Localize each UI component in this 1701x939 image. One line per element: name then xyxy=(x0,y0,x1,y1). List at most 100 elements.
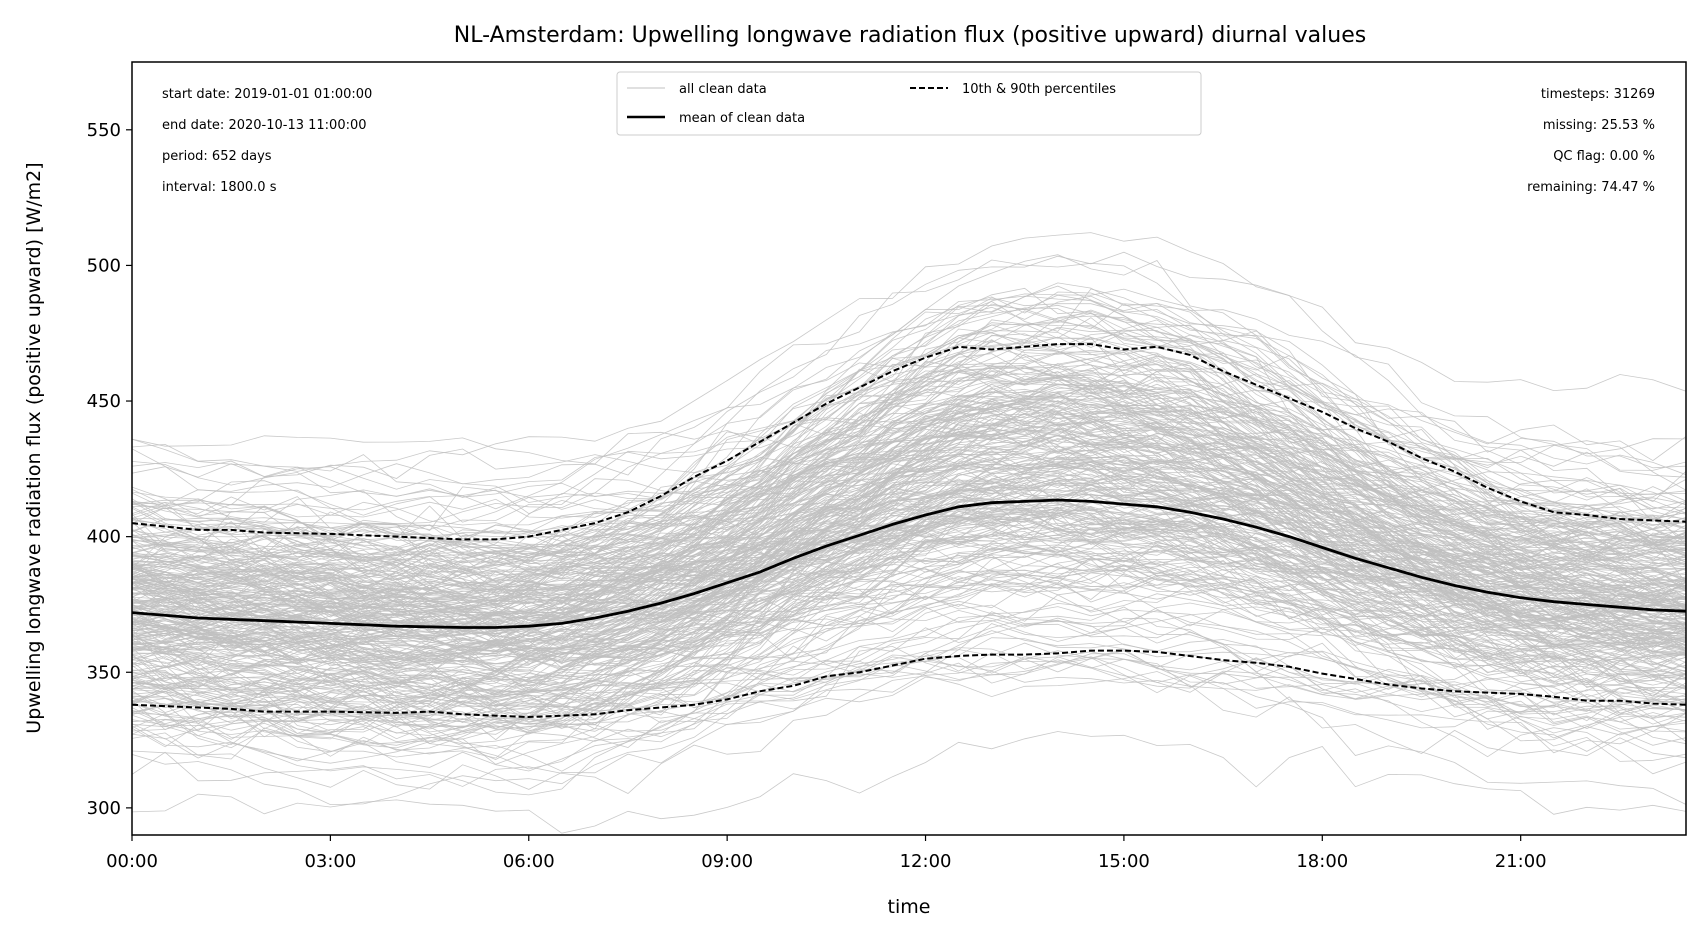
clean-data-line xyxy=(132,397,1686,617)
x-tick-label: 21:00 xyxy=(1495,851,1547,872)
stat-left-line: start date: 2019-01-01 01:00:00 xyxy=(162,87,372,102)
y-tick-label: 400 xyxy=(87,527,121,548)
clean-data-line xyxy=(132,534,1686,654)
stat-left-line: period: 652 days xyxy=(162,149,272,164)
clean-data-line xyxy=(132,540,1686,642)
clean-data-line xyxy=(132,486,1686,796)
stat-right-line: missing: 25.53 % xyxy=(1543,118,1655,133)
clean-data-line xyxy=(132,370,1686,615)
clean-data-line xyxy=(132,463,1686,588)
clean-data-line xyxy=(132,350,1686,625)
clean-data-line xyxy=(132,558,1686,722)
clean-data-line xyxy=(132,623,1686,712)
clean-data-line xyxy=(132,315,1686,580)
clean-data-line xyxy=(132,466,1686,579)
clean-data-line xyxy=(132,417,1686,561)
clean-data-line xyxy=(132,329,1686,566)
clean-data-line xyxy=(132,403,1686,584)
clean-data-line xyxy=(132,613,1686,716)
clean-data-line xyxy=(132,505,1686,605)
percentile-90-line xyxy=(132,343,1686,541)
clean-data-line xyxy=(132,582,1686,744)
clean-data-line xyxy=(132,548,1686,710)
chart-title: NL-Amsterdam: Upwelling longwave radiati… xyxy=(454,23,1366,48)
clean-data-line xyxy=(132,530,1686,679)
clean-data-line xyxy=(132,630,1686,741)
stat-left-line: end date: 2020-10-13 11:00:00 xyxy=(162,118,367,133)
stats-right-block: timesteps: 31269 missing: 25.53 % QC flag:… xyxy=(1527,87,1655,195)
clean-data-line xyxy=(132,477,1686,551)
x-tick-label: 00:00 xyxy=(106,851,158,872)
clean-data-line xyxy=(132,362,1686,595)
clean-data-line xyxy=(132,498,1686,591)
clean-data-line xyxy=(132,451,1686,669)
clean-data-line xyxy=(132,482,1686,576)
clean-data-line xyxy=(132,377,1686,498)
clean-data-line xyxy=(132,337,1686,598)
clean-data-line xyxy=(132,434,1686,722)
clean-data-line xyxy=(132,499,1686,605)
clean-data-line xyxy=(132,472,1686,720)
clean-data-line xyxy=(132,387,1686,591)
y-tick-label: 500 xyxy=(87,255,121,276)
clean-data-line xyxy=(132,410,1686,636)
summary-lines xyxy=(132,343,1686,719)
plot-frame xyxy=(131,61,1687,836)
clean-data-line xyxy=(132,527,1686,715)
clean-data-line xyxy=(132,517,1686,640)
clean-data-line xyxy=(132,370,1686,577)
clean-data-line xyxy=(132,546,1686,737)
clean-data-line xyxy=(132,480,1686,632)
clean-data-line xyxy=(132,606,1686,806)
x-tick-label: 15:00 xyxy=(1098,851,1150,872)
legend-label-mean: mean of clean data xyxy=(679,111,805,126)
legend: all clean data mean of clean data 10th &… xyxy=(616,71,1202,136)
y-tick-label: 300 xyxy=(87,798,121,819)
y-tick-label: 550 xyxy=(87,120,121,141)
legend-label-clean-data: all clean data xyxy=(679,82,767,97)
clean-data-line xyxy=(132,731,1686,834)
clean-data-line xyxy=(132,522,1686,697)
x-axis: 00:00 03:00 06:00 09:00 12:00 15:00 18:00 21:00 xyxy=(106,835,1547,872)
clean-data-line xyxy=(132,254,1686,533)
stat-left-line: interval: 1800.0 s xyxy=(162,180,277,195)
clean-data-line xyxy=(132,564,1686,667)
clean-data-line xyxy=(132,478,1686,668)
clean-data-line xyxy=(132,493,1686,641)
clean-data-line xyxy=(132,412,1686,667)
clean-data-line xyxy=(132,466,1686,746)
clean-data-line xyxy=(132,367,1686,649)
clean-data-line xyxy=(132,398,1686,558)
x-tick-label: 12:00 xyxy=(900,851,952,872)
clean-data-line xyxy=(132,440,1686,703)
clean-data-line xyxy=(132,388,1686,567)
clean-data-line xyxy=(132,415,1686,678)
clean-data-line xyxy=(132,564,1686,670)
clean-data-line xyxy=(132,319,1686,583)
clean-data-line xyxy=(132,349,1686,567)
stat-right-line: remaining: 74.47 % xyxy=(1527,180,1655,195)
clean-data-line xyxy=(132,637,1686,772)
clean-data-line xyxy=(132,411,1686,639)
clean-data-line xyxy=(132,425,1686,556)
clean-data-line xyxy=(132,503,1686,676)
clean-data-line xyxy=(132,530,1686,649)
clean-data-line xyxy=(132,232,1686,472)
clean-data-line xyxy=(132,593,1686,705)
clean-data-line xyxy=(132,326,1686,469)
mean-line xyxy=(132,498,1686,629)
clean-data-line xyxy=(132,652,1686,749)
clean-data-line xyxy=(132,458,1686,728)
clean-data-line xyxy=(132,285,1686,594)
y-tick-label: 450 xyxy=(87,391,121,412)
legend-label-percentiles: 10th & 90th percentiles xyxy=(962,82,1116,97)
clean-data-line xyxy=(132,576,1686,770)
clean-data-line xyxy=(132,463,1686,593)
clean-data-line xyxy=(132,661,1686,759)
clean-data-line xyxy=(132,446,1686,624)
clean-data-line xyxy=(132,367,1686,611)
stats-left-block: start date: 2019-01-01 01:00:00 end date:… xyxy=(162,87,372,195)
clean-data-line xyxy=(132,642,1686,765)
clean-data-line xyxy=(132,467,1686,573)
